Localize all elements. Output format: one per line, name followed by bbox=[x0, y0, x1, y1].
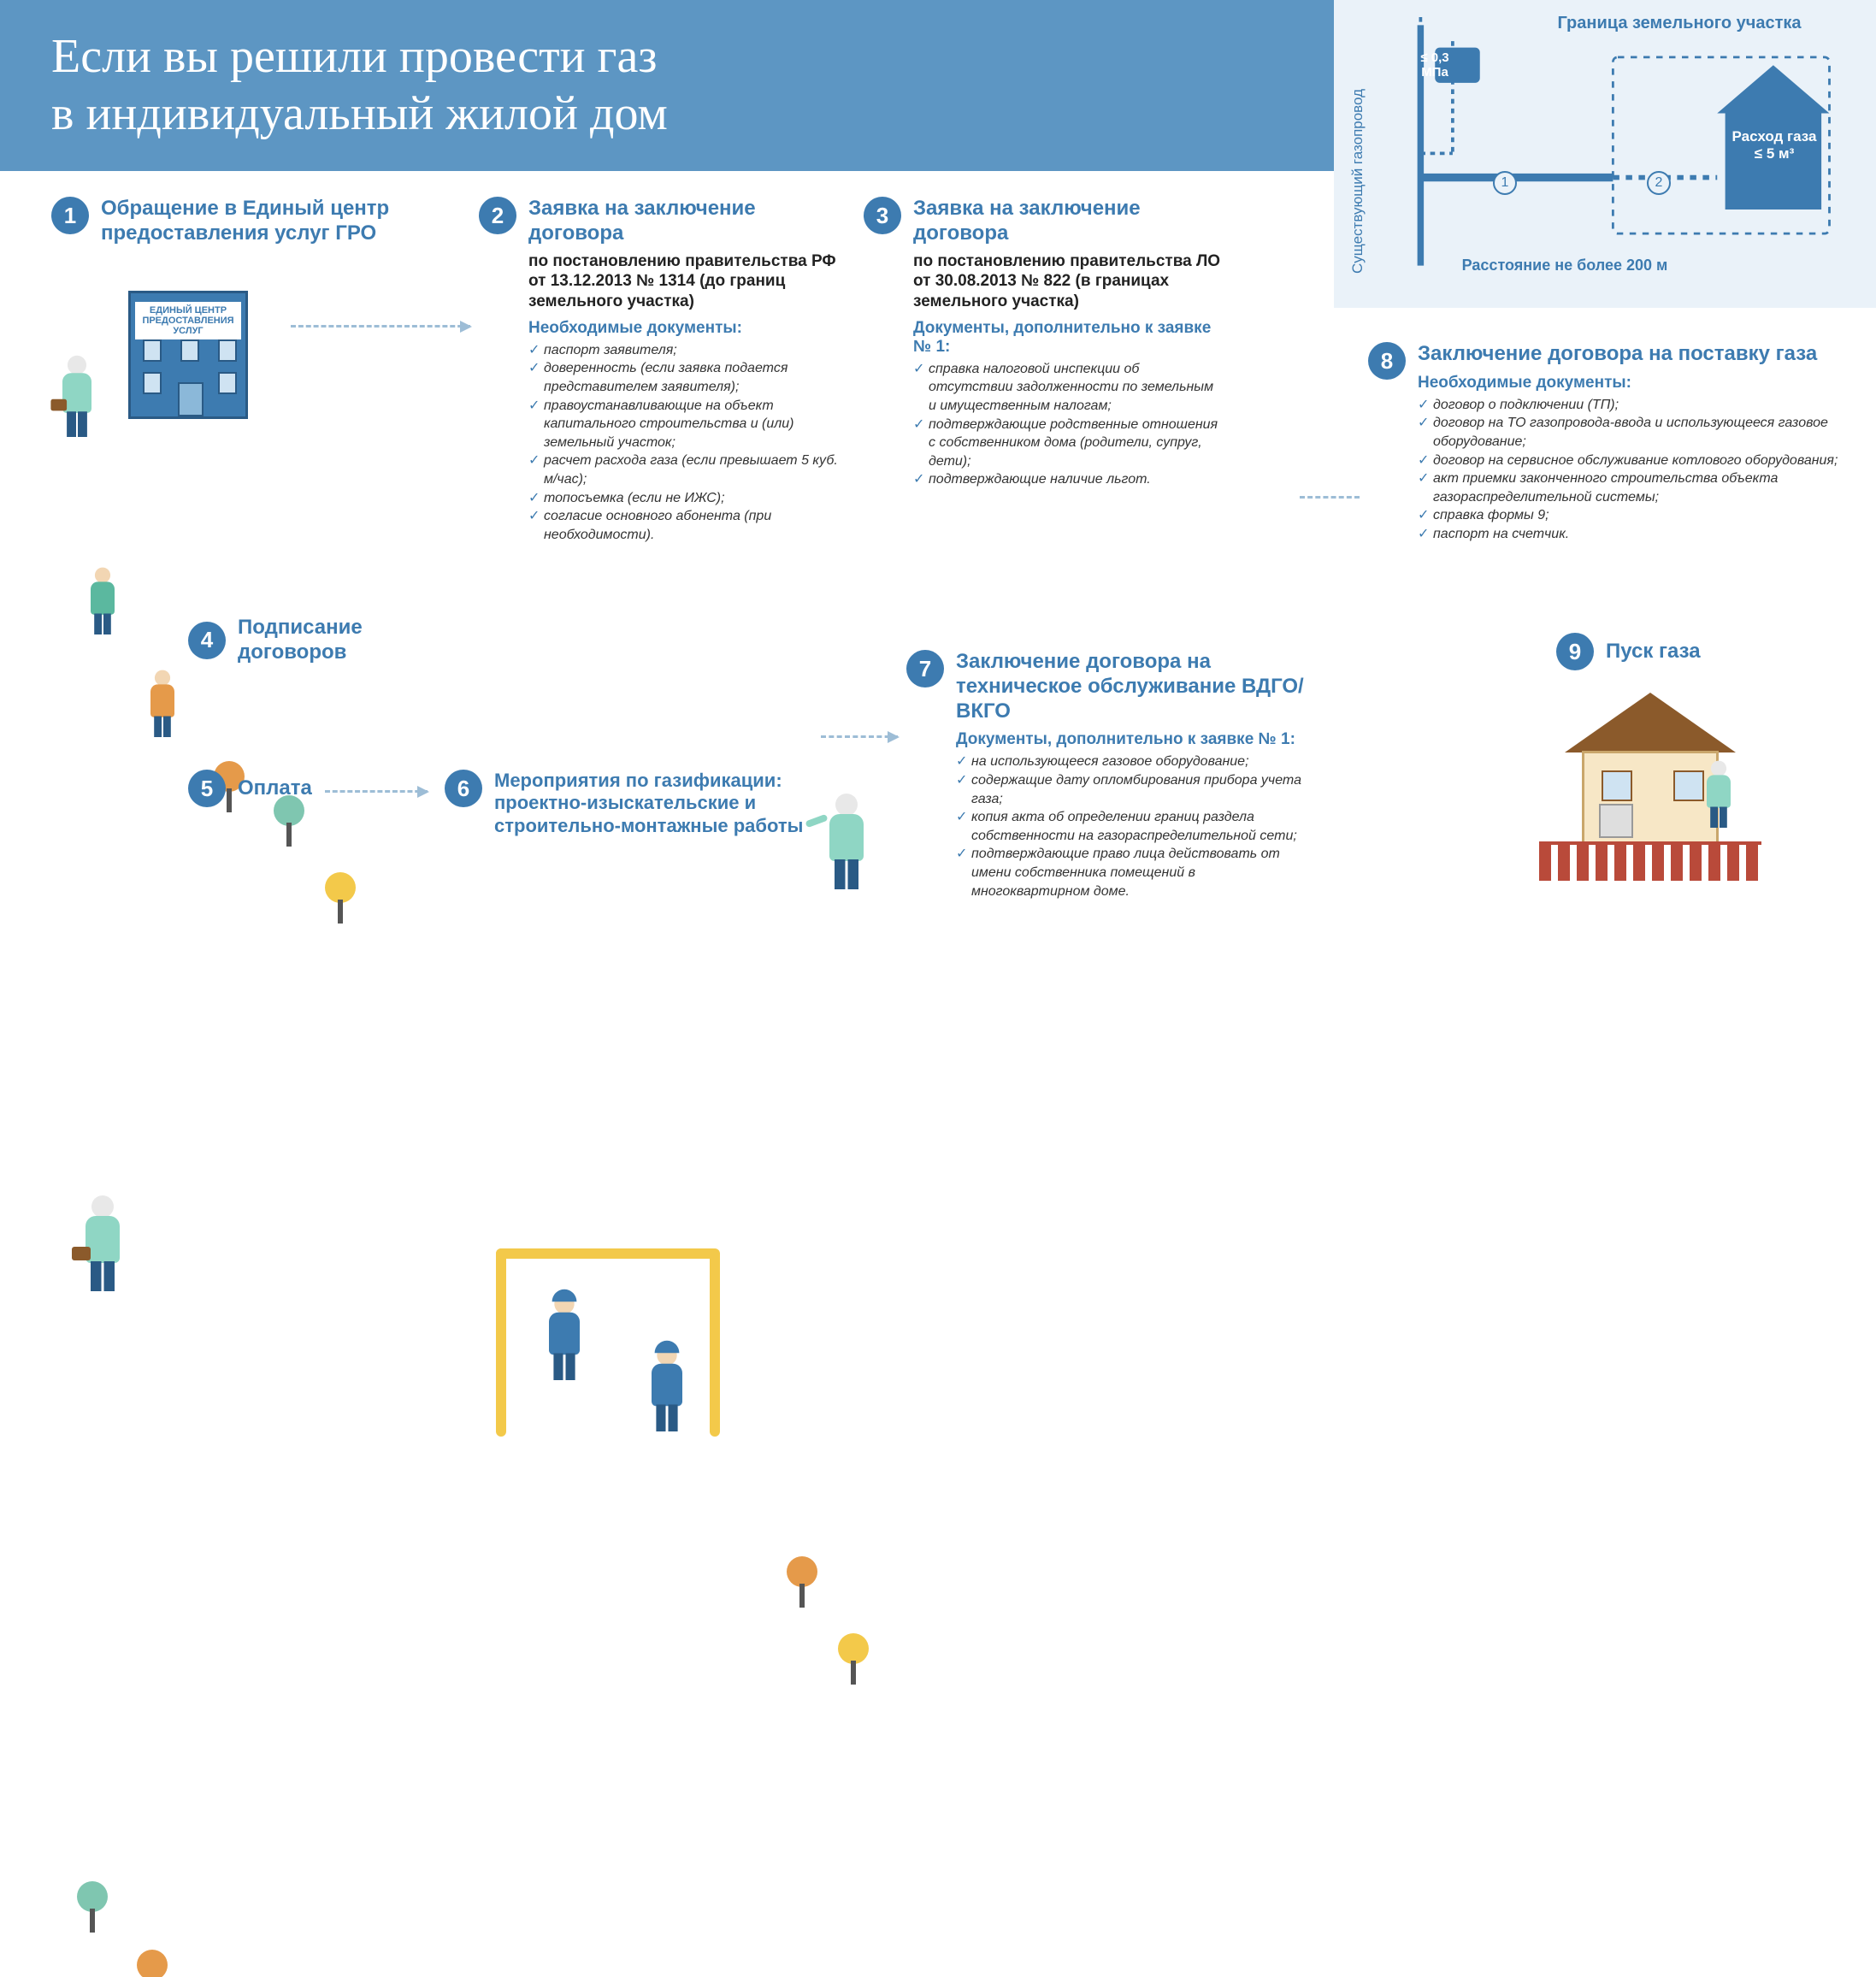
applicant-icon bbox=[77, 1189, 128, 1291]
step-5-badge: 5 bbox=[188, 770, 226, 807]
step-2-badge: 2 bbox=[479, 197, 516, 234]
step-9-badge: 9 bbox=[1556, 633, 1594, 670]
tree-icon bbox=[787, 1556, 817, 1608]
person-icon bbox=[56, 350, 99, 437]
list-item: договор на сервисное обслуживание котлов… bbox=[1433, 451, 1847, 470]
list-item: подтверждающие наличие льгот. bbox=[929, 470, 1223, 489]
building-sign: ЕДИНЫЙ ЦЕНТР ПРЕДОСТАВЛЕНИЯ УСЛУГ bbox=[135, 302, 241, 339]
step-2: 2 Заявка на заключение договора по поста… bbox=[479, 197, 838, 544]
list-item: подтверждающие право лица действовать от… bbox=[971, 845, 1317, 900]
diagram-marker-1: 1 bbox=[1493, 171, 1517, 195]
list-item: договор о подключении (ТП); bbox=[1433, 396, 1847, 415]
page-title: Если вы решили провести газ в индивидуал… bbox=[51, 28, 668, 143]
step-9: 9 Пуск газа bbox=[1556, 633, 1770, 670]
step-7-badge: 7 bbox=[906, 650, 944, 688]
tree-icon bbox=[77, 1881, 108, 1933]
header-bar: Если вы решили провести газ в индивидуал… bbox=[0, 0, 1334, 171]
step-2-docs: паспорт заявителя; доверенность (если за… bbox=[528, 341, 838, 545]
step-3-docs-label: Документы, дополнительно к заявке № 1: bbox=[913, 319, 1223, 357]
diagram-marker-2: 2 bbox=[1647, 171, 1671, 195]
list-item: подтверждающие родственные отношения с с… bbox=[929, 416, 1223, 471]
step-8-title: Заключение договора на поставку газа bbox=[1418, 342, 1847, 367]
step-1: 1 Обращение в Единый центр предоставлени… bbox=[51, 197, 410, 246]
tree-icon bbox=[838, 1633, 869, 1685]
step-5: 5 Оплата bbox=[188, 770, 359, 807]
step-3: 3 Заявка на заключение договора по поста… bbox=[864, 197, 1223, 489]
step-7-docs: на использующееся газовое оборудование; … bbox=[956, 752, 1317, 900]
step-2-docs-label: Необходимые документы: bbox=[528, 319, 838, 338]
tree-icon bbox=[137, 1950, 168, 1977]
step-3-badge: 3 bbox=[864, 197, 901, 234]
step-6-badge: 6 bbox=[445, 770, 482, 807]
house-label-3: ≤ 5 м³ bbox=[1755, 145, 1794, 162]
title-line-2: в индивидуальный жилой дом bbox=[51, 87, 668, 140]
step-8-badge: 8 bbox=[1368, 342, 1406, 380]
worker-icon bbox=[644, 1339, 690, 1431]
step-4-badge: 4 bbox=[188, 622, 226, 659]
step-2-title: Заявка на заключение договора bbox=[528, 197, 838, 246]
step-1-badge: 1 bbox=[51, 197, 89, 234]
steps-area: 1 Обращение в Единый центр предоставлени… bbox=[0, 171, 1334, 988]
right-column: 8 Заключение договора на поставку газа Н… bbox=[1334, 308, 1876, 988]
person-icon bbox=[145, 665, 180, 737]
step-4-title: Подписание договоров bbox=[238, 616, 410, 665]
step-8-docs: договор о подключении (ТП); договор на Т… bbox=[1418, 396, 1847, 544]
list-item: справка налоговой инспекции об отсутстви… bbox=[929, 360, 1223, 416]
list-item: справка формы 9; bbox=[1433, 506, 1847, 525]
list-item: паспорт заявителя; bbox=[544, 341, 838, 360]
step-1-title: Обращение в Единый центр предоставления … bbox=[101, 197, 410, 246]
title-line-1: Если вы решили провести газ bbox=[51, 30, 657, 83]
gas-works-illustration bbox=[462, 1214, 770, 1454]
list-item: содержащие дату опломбирования прибора у… bbox=[971, 771, 1317, 808]
step-3-docs: справка налоговой инспекции об отсутстви… bbox=[913, 360, 1223, 489]
step-2-subtitle: по постановлению правительства РФ от 13.… bbox=[528, 251, 838, 312]
pipeline-vertical-label: Существующий газопровод bbox=[1349, 68, 1366, 274]
step-6: 6 Мероприятия по газификации: проектно-и… bbox=[445, 770, 838, 837]
step-5-title: Оплата bbox=[238, 776, 312, 801]
list-item: на использующееся газовое оборудование; bbox=[971, 752, 1317, 771]
list-item: правоустанавливающие на объект капитальн… bbox=[544, 397, 838, 452]
diagram-title: Граница земельного участка bbox=[1517, 14, 1842, 33]
arrow-5-6 bbox=[325, 790, 428, 793]
step-9-title: Пуск газа bbox=[1606, 640, 1701, 664]
step-7-docs-label: Документы, дополнительно к заявке № 1: bbox=[956, 730, 1317, 749]
list-item: согласие основного абонента (при необход… bbox=[544, 507, 838, 544]
step-7-title: Заключение договора на техническое обслу… bbox=[956, 650, 1317, 723]
arrow-7-8 bbox=[1300, 496, 1360, 499]
step-6-title: Мероприятия по газификации: проектно-изы… bbox=[494, 770, 838, 837]
worker-icon bbox=[541, 1288, 587, 1380]
step-7: 7 Заключение договора на техническое обс… bbox=[906, 650, 1317, 900]
arrow-6-7 bbox=[821, 735, 898, 738]
house-label-1: Расход газа bbox=[1732, 128, 1817, 145]
list-item: копия акта об определении границ раздела… bbox=[971, 808, 1317, 845]
step-3-subtitle: по постановлению правительства ЛО от 30.… bbox=[913, 251, 1223, 312]
list-item: расчет расхода газа (если превышает 5 ку… bbox=[544, 451, 838, 488]
step-3-title: Заявка на заключение договора bbox=[913, 197, 1223, 246]
person-icon bbox=[85, 563, 121, 634]
pressure-badge: ≤ 0,3 МПа bbox=[1416, 51, 1454, 80]
arrow-1-2 bbox=[291, 325, 470, 328]
list-item: топосъемка (если не ИЖС); bbox=[544, 489, 838, 508]
list-item: паспорт на счетчик. bbox=[1433, 525, 1847, 544]
step-8-docs-label: Необходимые документы: bbox=[1418, 374, 1847, 392]
step-4: 4 Подписание договоров bbox=[188, 616, 410, 665]
list-item: доверенность (если заявка подается предс… bbox=[544, 359, 838, 396]
service-center-illustration: ЕДИНЫЙ ЦЕНТР ПРЕДОСТАВЛЕНИЯ УСЛУГ bbox=[103, 265, 274, 419]
house-illustration bbox=[1539, 693, 1761, 881]
list-item: акт приемки законченного строительства о… bbox=[1433, 469, 1847, 506]
step-8: 8 Заключение договора на поставку газа Н… bbox=[1368, 342, 1847, 544]
list-item: договор на ТО газопровода-ввода и исполь… bbox=[1433, 414, 1847, 451]
tree-icon bbox=[325, 872, 356, 924]
distance-label: Расстояние не более 200 м bbox=[1454, 257, 1676, 274]
boundary-diagram: Граница земельного участка Существующий … bbox=[1334, 0, 1876, 308]
building-icon: ЕДИНЫЙ ЦЕНТР ПРЕДОСТАВЛЕНИЯ УСЛУГ bbox=[103, 265, 274, 419]
